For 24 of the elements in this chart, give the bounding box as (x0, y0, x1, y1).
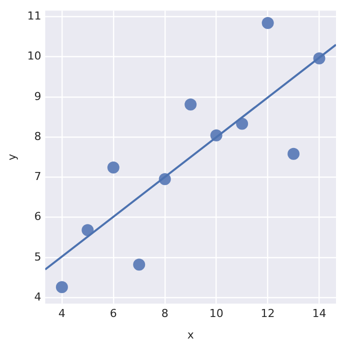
y-axis-title: y (5, 153, 18, 160)
x-tick-label: 4 (58, 307, 66, 320)
point (56, 281, 68, 294)
y-tick-label: 5 (34, 250, 42, 264)
y-tick-label: 9 (34, 90, 42, 103)
point (133, 258, 146, 271)
y-tick-label: 4 (34, 290, 42, 304)
y-tick-label: 11 (27, 9, 42, 22)
x-tick-label: 6 (110, 307, 117, 320)
x-tick-label: 12 (260, 307, 275, 320)
x-tick-label: 8 (161, 307, 168, 320)
y-tick-label: 10 (27, 50, 42, 63)
point (236, 118, 248, 130)
point (262, 17, 274, 30)
point (107, 162, 120, 174)
point (82, 224, 94, 236)
point (184, 98, 197, 111)
y-tick-label: 7 (34, 170, 42, 184)
point (288, 148, 300, 160)
x-tick-label: 10 (209, 307, 224, 320)
y-tick-label: 6 (34, 210, 42, 224)
x-tick-label: 14 (312, 307, 326, 320)
x-axis-title: x (187, 328, 194, 342)
y-tick-label: 8 (34, 130, 42, 143)
